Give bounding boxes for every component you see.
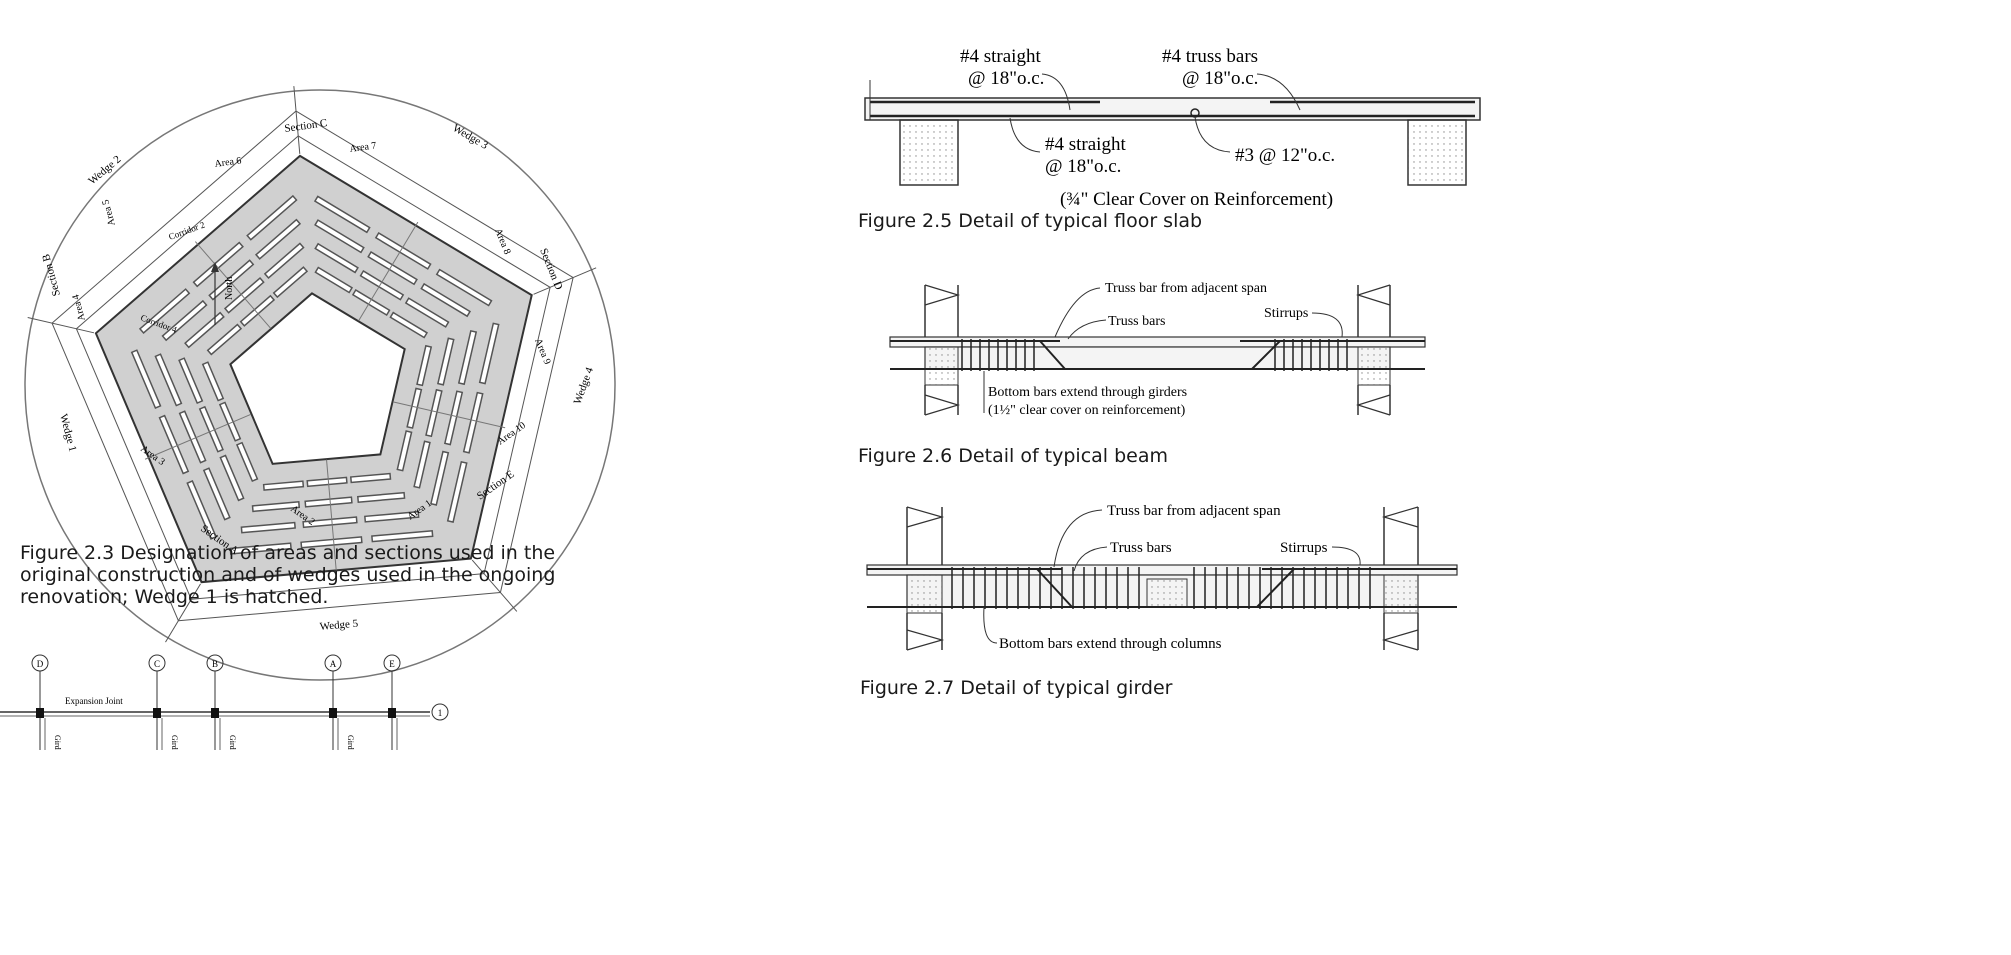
truss-bend-right	[1256, 568, 1295, 608]
label-corridor-2: Corridor 2	[167, 220, 206, 242]
grid-marker-e: E	[383, 654, 401, 750]
grid-marker-c: C Gird	[148, 654, 179, 750]
truss-bend-left	[1039, 340, 1066, 370]
label-truss-1: #4 truss bars	[1162, 46, 1258, 67]
figure-2-5-caption: Figure 2.5 Detail of typical floor slab	[858, 210, 1203, 232]
radial-dividers	[144, 221, 506, 575]
label-truss-adjacent: Truss bar from adjacent span	[1105, 281, 1267, 296]
outer-site-circle	[24, 89, 616, 681]
label-clear-cover: (¾" Clear Cover on Reinforcement)	[1060, 189, 1333, 210]
label-temp-bar: #3 @ 12"o.c.	[1235, 145, 1335, 166]
right-column	[1381, 506, 1419, 651]
label-bottom-bars-1: Bottom bars extend through girders	[988, 385, 1187, 400]
right-beam-section	[1407, 119, 1467, 186]
label-section-b: Section B	[40, 253, 63, 298]
label-truss-bars: Truss bars	[1110, 540, 1172, 556]
label-area-7: Area 7	[349, 140, 377, 155]
caption-line-2: original construction and of wedges used…	[20, 564, 556, 586]
svg-text:Gird: Gird	[53, 735, 62, 750]
svg-text:Gird: Gird	[228, 735, 237, 750]
caption-line-1: Figure 2.3 Designation of areas and sect…	[20, 542, 556, 564]
svg-text:Gird: Gird	[170, 735, 179, 750]
label-area-4: Area 4	[70, 293, 88, 322]
left-column	[924, 284, 961, 416]
label-truss-bars: Truss bars	[1108, 314, 1165, 329]
label-section-d: Section D	[537, 247, 565, 292]
svg-text:E: E	[389, 659, 395, 669]
svg-text:B: B	[212, 659, 218, 669]
label-area-6: Area 6	[214, 155, 242, 170]
figure-2-3-pentagon-plan: Section C Area 6 Area 7 Wedge 3 Wedge 2 …	[24, 86, 616, 681]
girder-stirrups	[951, 567, 1371, 609]
north-arrow: North	[211, 262, 235, 325]
figure-2-7-girder: Truss bar from adjacent span Truss bars …	[866, 503, 1458, 652]
label-wedge-5: Wedge 5	[319, 618, 359, 633]
column-grid-plan: D Gird C Gird B Gird A Gird E 1	[0, 654, 449, 750]
figure-2-6-caption: Figure 2.6 Detail of typical beam	[858, 445, 1169, 467]
label-wedge-1: Wedge 1	[57, 413, 79, 453]
grid-marker-a: A Gird	[324, 654, 355, 750]
beam-stirrups	[961, 339, 1348, 371]
figure-2-6-beam: Truss bar from adjacent span Truss bars …	[889, 281, 1426, 418]
north-label: North	[224, 277, 235, 300]
label-area-8: Area 8	[492, 227, 512, 256]
label-top-straight-1: #4 straight	[960, 46, 1041, 67]
leader-temp-bar	[1194, 116, 1231, 153]
grid-marker-1: 1	[431, 703, 449, 721]
dimension-lines	[27, 86, 597, 643]
figure-2-7-caption: Figure 2.7 Detail of typical girder	[860, 677, 1173, 699]
label-bottom-straight-2: @ 18"o.c.	[1045, 156, 1121, 177]
left-beam-section	[899, 119, 959, 186]
label-top-straight-2: @ 18"o.c.	[968, 68, 1044, 89]
slab-section	[864, 97, 1481, 121]
label-stirrups: Stirrups	[1264, 306, 1308, 321]
svg-text:C: C	[154, 659, 160, 669]
caption-line-3: renovation; Wedge 1 is hatched.	[20, 586, 329, 608]
grid-marker-d: D Gird	[31, 654, 62, 750]
grid-marker-b: B Gird	[206, 654, 237, 750]
truss-bend-left	[1036, 568, 1073, 608]
label-area-5: Area 5	[100, 198, 118, 227]
svg-text:1: 1	[438, 708, 443, 718]
expansion-joint-label: Expansion Joint	[65, 696, 123, 706]
pentagon-courtyard	[229, 292, 406, 465]
label-truss-2: @ 18"o.c.	[1182, 68, 1258, 89]
left-column	[906, 506, 945, 651]
label-wedge-3: Wedge 3	[451, 122, 491, 152]
figure-2-3-caption: Figure 2.3 Designation of areas and sect…	[20, 542, 555, 608]
label-bottom-bars-2: (1½" clear cover on reinforcement)	[988, 403, 1186, 418]
svg-text:Gird: Gird	[346, 735, 355, 750]
corridor-bars	[130, 194, 500, 555]
leader-truss	[1256, 73, 1301, 111]
label-bottom-bars: Bottom bars extend through columns	[999, 636, 1222, 652]
svg-text:A: A	[330, 659, 337, 669]
leader-bottom-straight	[1009, 117, 1041, 153]
figure-2-5-floor-slab: #4 straight @ 18"o.c. #4 truss bars @ 18…	[864, 46, 1481, 210]
svg-text:D: D	[37, 659, 44, 669]
label-bottom-straight-1: #4 straight	[1045, 134, 1126, 155]
label-wedge-4: Wedge 4	[572, 365, 597, 406]
right-column	[1355, 284, 1391, 416]
label-section-c: Section C	[284, 117, 328, 135]
leader-top-straight	[1041, 73, 1071, 111]
label-truss-adjacent: Truss bar from adjacent span	[1107, 503, 1281, 519]
label-stirrups: Stirrups	[1280, 540, 1328, 556]
